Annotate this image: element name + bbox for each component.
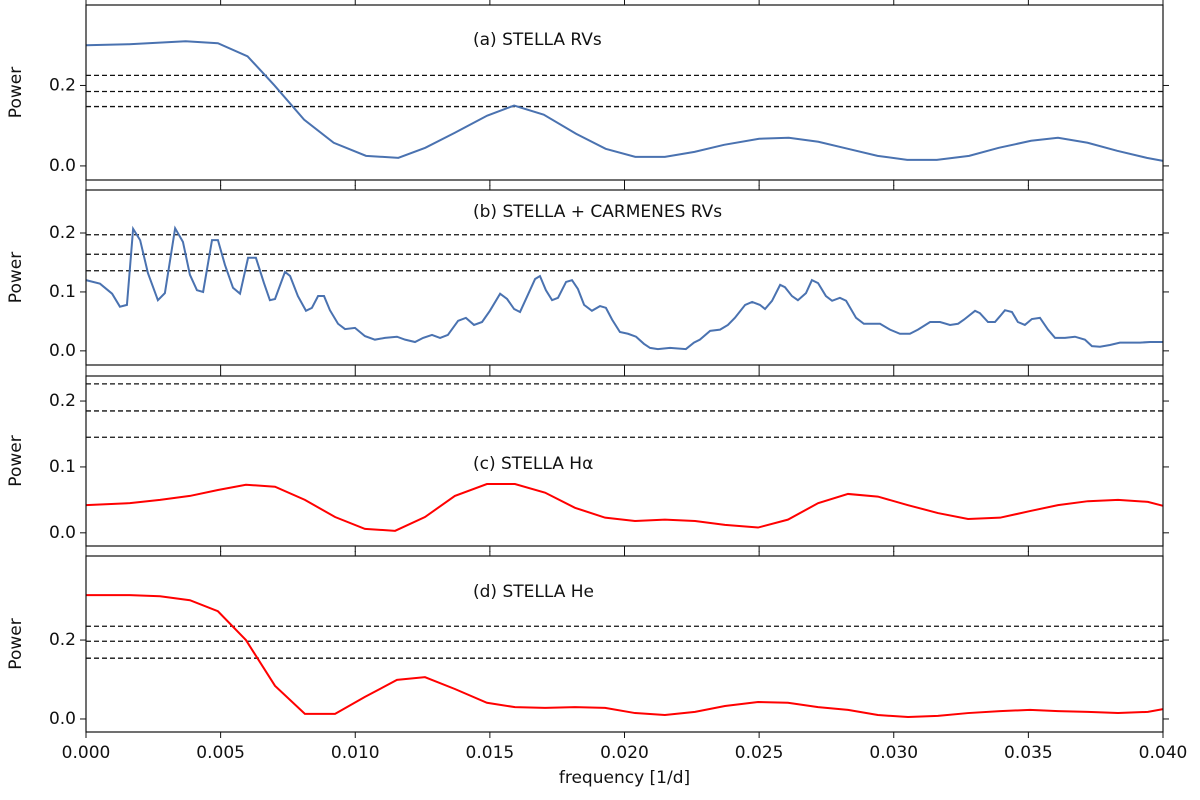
x-tick-label: 0.015: [466, 743, 515, 763]
x-tick-label: 0.010: [331, 743, 380, 763]
annotation: (d) STELLA He: [473, 582, 594, 602]
y-tick-label: 0.0: [49, 341, 76, 361]
x-tick-label: 0.040: [1139, 743, 1188, 763]
y-tick-label: 0.1: [49, 282, 76, 302]
x-tick-label: 0.035: [1004, 743, 1053, 763]
annotation: (a) STELLA RVs: [473, 30, 602, 50]
y-tick-label: 0.1: [49, 457, 76, 477]
x-tick-label: 0.030: [869, 743, 918, 763]
y-tick-label: 0.2: [49, 391, 76, 411]
annotation: (b) STELLA + CARMENES RVs: [473, 202, 722, 222]
x-tick-label: 0.000: [62, 743, 111, 763]
y-tick-label: 0.0: [49, 156, 76, 176]
y-tick-label: 0.2: [49, 75, 76, 95]
x-tick-label: 0.025: [735, 743, 784, 763]
power-line: [85, 225, 1163, 351]
power-line: [86, 594, 1164, 719]
y-axis-label: Power: [6, 67, 26, 118]
y-axis-label: Power: [6, 618, 26, 669]
y-axis-label: Power: [6, 435, 26, 486]
x-tick-label: 0.020: [600, 743, 649, 763]
y-axis-label: Power: [6, 252, 26, 303]
y-tick-label: 0.0: [49, 523, 76, 543]
x-axis-label: frequency [1/d]: [559, 768, 690, 788]
y-tick-label: 0.0: [49, 709, 76, 729]
x-tick-label: 0.005: [196, 743, 245, 763]
y-tick-label: 0.2: [49, 223, 76, 243]
power-line: [85, 483, 1164, 532]
power-line: [85, 40, 1164, 162]
y-tick-label: 0.2: [49, 630, 76, 650]
annotation: (c) STELLA Hα: [473, 454, 593, 474]
